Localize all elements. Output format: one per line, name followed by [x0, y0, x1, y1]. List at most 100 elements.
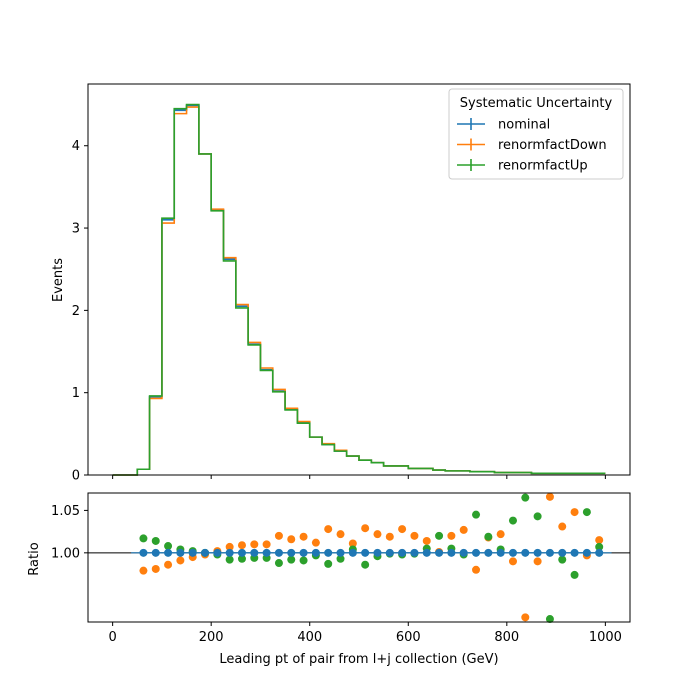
main-y-axis-label: Events: [51, 258, 66, 302]
legend-label: renormfactUp: [498, 159, 588, 174]
ratio-point: [336, 530, 345, 539]
ratio-point: [472, 510, 481, 519]
ratio-point: [274, 531, 283, 540]
ratio-plot-frame: [87, 492, 631, 623]
ratio-point: [176, 556, 185, 565]
main-y-ticks: 0 1 2 3 4: [72, 139, 88, 484]
ratio-point: [398, 548, 407, 557]
ratio-point: [336, 554, 345, 563]
histogram-line-renormfactUp: [112, 103, 606, 476]
legend-label: nominal: [498, 118, 550, 133]
ratio-point: [472, 548, 481, 557]
ratio-point: [484, 548, 493, 557]
ratio-point: [570, 508, 579, 517]
ratio-point: [373, 548, 382, 557]
ratio-point: [508, 516, 517, 525]
ratio-point: [410, 548, 419, 557]
main-x-ticks: [112, 475, 606, 479]
ratio-point: [582, 508, 591, 517]
ratio-y-tick-label: 1.00: [51, 546, 80, 561]
ratio-point: [398, 525, 407, 534]
x-axis-label: Leading pt of pair from l+j collection (…: [219, 652, 498, 667]
ratio-point: [373, 530, 382, 539]
ratio-y-ticks: 1.00 1.05: [51, 504, 88, 561]
ratio-point: [139, 534, 148, 543]
ratio-point: [274, 559, 283, 568]
ratio-point: [237, 554, 246, 563]
ratio-point: [324, 559, 333, 568]
ratio-point: [484, 532, 493, 541]
ratio-point: [410, 531, 419, 540]
ratio-point: [459, 525, 468, 534]
ratio-point: [164, 548, 173, 557]
ratio-point: [262, 540, 271, 549]
ratio-point: [176, 548, 185, 557]
ratio-point: [361, 560, 370, 569]
ratio-point: [361, 548, 370, 557]
legend-label: renormfactDown: [498, 138, 607, 153]
main-plot-frame: [87, 83, 631, 476]
main-plot-panel: 0 1 2 3 4 Events: [51, 83, 631, 484]
ratio-point: [139, 566, 148, 575]
ratio-point: [237, 541, 246, 550]
ratio-point: [164, 542, 173, 551]
legend-entry-renormfactDown: renormfactDown: [457, 138, 607, 153]
main-y-tick-label: 1: [72, 386, 80, 401]
legend-title: Systematic Uncertainty: [460, 96, 613, 111]
ratio-point: [570, 548, 579, 557]
x-tick-label: 400: [297, 630, 322, 645]
legend-entry-renormfactUp: renormfactUp: [457, 159, 588, 174]
legend: Systematic Uncertainty nominal renormfact…: [448, 88, 624, 180]
main-plot-series: [112, 103, 606, 476]
ratio-point: [545, 615, 554, 624]
ratio-point: [250, 548, 259, 557]
ratio-plot-series: [88, 492, 630, 624]
ratio-point: [496, 530, 505, 539]
ratio-x-ticks: 0 200 400 600 800 1000: [108, 622, 622, 645]
ratio-point: [250, 540, 259, 549]
ratio-point: [558, 555, 567, 564]
ratio-point: [447, 548, 456, 557]
ratio-point: [533, 557, 542, 566]
ratio-point: [545, 548, 554, 557]
ratio-point: [237, 548, 246, 557]
ratio-point: [311, 538, 320, 547]
ratio-point: [151, 548, 160, 557]
main-y-tick-label: 0: [72, 469, 80, 484]
ratio-point: [459, 548, 468, 557]
ratio-point: [287, 548, 296, 557]
ratio-point: [348, 539, 357, 548]
ratio-point: [348, 548, 357, 557]
ratio-point: [521, 493, 530, 502]
ratio-point: [496, 548, 505, 557]
legend-box: [448, 88, 624, 180]
main-y-tick-label: 2: [72, 304, 80, 319]
ratio-point: [287, 555, 296, 564]
ratio-point: [188, 548, 197, 557]
ratio-point: [164, 560, 173, 569]
ratio-point: [435, 531, 444, 540]
ratio-point: [521, 548, 530, 557]
ratio-point: [422, 536, 431, 545]
ratio-point: [336, 548, 345, 557]
main-y-tick-label: 4: [72, 139, 80, 154]
x-tick-label: 800: [494, 630, 519, 645]
ratio-y-axis-label: Ratio: [27, 542, 42, 575]
main-y-tick-label: 3: [72, 222, 80, 237]
ratio-point: [139, 548, 148, 557]
ratio-point: [225, 555, 234, 564]
ratio-point: [508, 548, 517, 557]
ratio-point: [213, 548, 222, 557]
ratio-point: [299, 532, 308, 541]
ratio-plot-panel: 1.00 1.05 0 200 400 600 800 1000 Ratio Leading…: [27, 492, 631, 667]
ratio-point: [533, 512, 542, 521]
ratio-series-nominal: [131, 548, 612, 557]
ratio-point: [151, 564, 160, 573]
ratio-y-tick-label: 1.05: [51, 504, 80, 519]
x-tick-label: 0: [108, 630, 116, 645]
ratio-point: [595, 548, 604, 557]
x-tick-label: 1000: [589, 630, 622, 645]
ratio-point: [521, 613, 530, 622]
ratio-point: [287, 535, 296, 544]
